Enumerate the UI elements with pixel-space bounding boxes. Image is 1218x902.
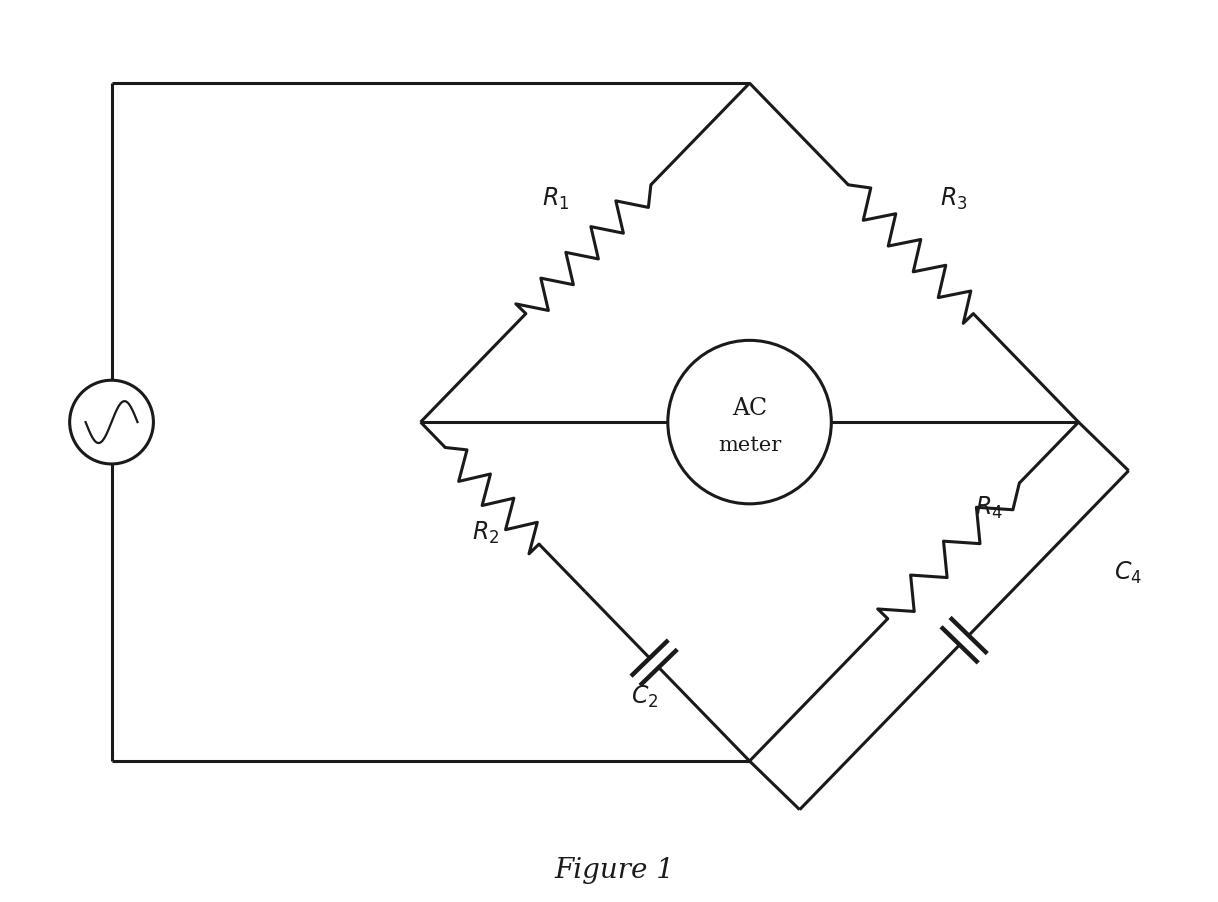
Text: meter: meter — [717, 435, 781, 454]
Circle shape — [667, 341, 832, 504]
Text: AC: AC — [732, 396, 767, 419]
Text: $R_2$: $R_2$ — [471, 519, 499, 545]
Text: Figure 1: Figure 1 — [554, 856, 674, 883]
Text: $C_2$: $C_2$ — [631, 684, 659, 710]
Text: $R_4$: $R_4$ — [974, 494, 1002, 520]
Text: $C_4$: $C_4$ — [1114, 559, 1142, 585]
Text: $R_1$: $R_1$ — [542, 186, 569, 212]
Text: $R_3$: $R_3$ — [940, 186, 968, 212]
